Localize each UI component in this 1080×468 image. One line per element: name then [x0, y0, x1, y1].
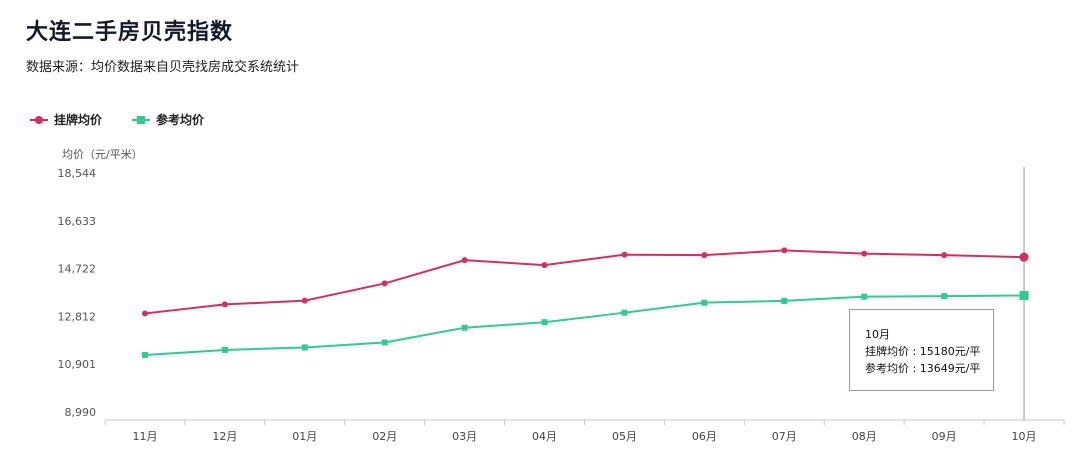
x-tick-label: 06月 — [692, 430, 717, 443]
y-tick-label: 16,633 — [58, 215, 97, 228]
legend-circle-marker-icon — [30, 114, 48, 126]
data-point — [621, 251, 628, 258]
data-point — [541, 319, 548, 326]
x-tick-label: 07月 — [772, 430, 797, 443]
data-source-note: 数据来源：均价数据来自贝壳找房成交系统统计 — [26, 60, 300, 75]
x-tick-label: 01月 — [292, 430, 317, 443]
data-point — [141, 310, 148, 317]
series-line-2 — [144, 294, 1025, 356]
x-tick-label: 09月 — [932, 430, 957, 443]
y-tick-label: 18,544 — [58, 167, 97, 180]
x-tick-label: 03月 — [452, 430, 477, 443]
legend-item-reference-price[interactable]: 参考均价 — [132, 111, 204, 128]
tooltip-reference-price: 参考均价 : 13649元/平 — [865, 362, 981, 375]
data-point — [861, 293, 868, 300]
tooltip-month: 10月 — [865, 328, 890, 341]
x-tick-label: 11月 — [132, 430, 157, 443]
page-title: 大连二手房贝壳指数 — [26, 20, 234, 45]
legend-label: 参考均价 — [156, 113, 205, 127]
chart-legend: 挂牌均价 参考均价 — [30, 111, 204, 128]
data-point — [941, 293, 948, 300]
x-tick-label: 08月 — [852, 430, 877, 443]
data-point — [621, 309, 628, 316]
data-point — [141, 351, 148, 358]
tooltip-listing-price: 挂牌均价 : 15180元/平 — [865, 345, 981, 358]
x-tick-label: 12月 — [212, 430, 237, 443]
data-point — [701, 252, 708, 259]
data-point — [541, 262, 548, 269]
legend-label: 挂牌均价 — [54, 113, 103, 127]
data-point — [781, 247, 788, 254]
y-tick-label: 8,990 — [65, 406, 97, 419]
data-point — [301, 297, 308, 304]
legend-item-listing-price[interactable]: 挂牌均价 — [30, 111, 102, 128]
x-tick-label: 05月 — [612, 430, 637, 443]
data-point — [1019, 290, 1029, 300]
data-point — [301, 344, 308, 351]
data-point — [861, 250, 868, 257]
data-point — [221, 301, 228, 308]
x-tick-label: 04月 — [532, 430, 557, 443]
x-tick-label: 10月 — [1012, 430, 1037, 443]
legend-square-marker-icon — [132, 114, 151, 126]
data-point — [461, 324, 468, 331]
y-axis-label: 均价（元/平米） — [62, 148, 143, 161]
data-point — [1019, 252, 1029, 262]
data-point — [381, 339, 388, 346]
data-point — [461, 257, 468, 264]
y-tick-label: 10,901 — [58, 358, 97, 371]
y-tick-label: 12,812 — [58, 310, 97, 323]
y-tick-label: 14,722 — [58, 263, 97, 276]
data-point — [221, 346, 228, 353]
data-point — [781, 297, 788, 304]
hover-tooltip: 10月 挂牌均价 : 15180元/平 参考均价 : 13649元/平 — [849, 309, 994, 391]
x-tick-label: 02月 — [372, 430, 397, 443]
data-point — [381, 280, 388, 287]
data-point — [701, 299, 708, 306]
data-point — [941, 252, 948, 259]
series-line-1 — [144, 249, 1025, 315]
